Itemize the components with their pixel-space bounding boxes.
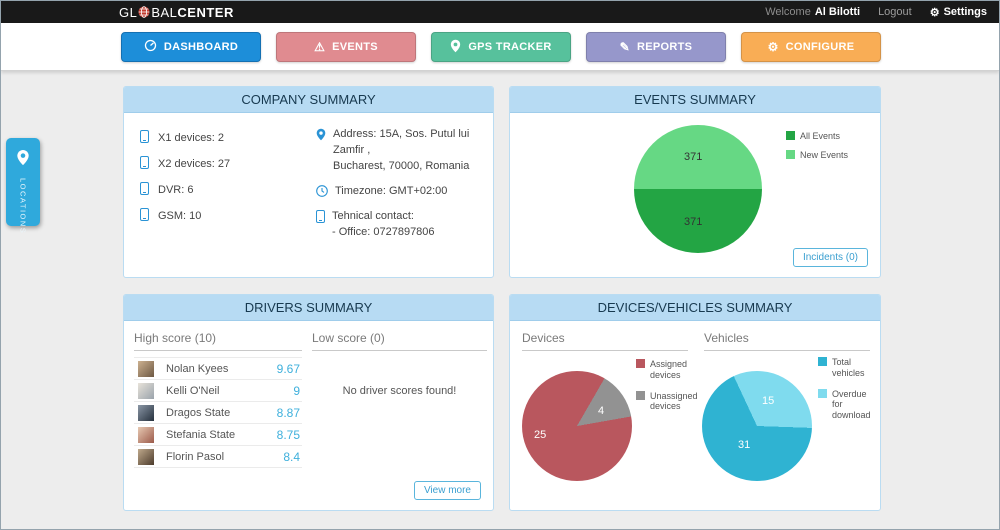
driver-row[interactable]: Nolan Kyees 9.67 <box>134 358 302 380</box>
locations-side-tab[interactable]: LOCATIONS <box>6 138 40 234</box>
vehicles-sub-label: Vehicles <box>704 331 870 351</box>
all-events-value: 371 <box>684 216 703 228</box>
overdue-swatch <box>818 388 827 398</box>
driver-avatar <box>138 448 154 465</box>
events-summary-title: EVENTS SUMMARY <box>510 87 880 113</box>
contact-text: Tehnical contact: - Office: 0727897806 <box>332 209 435 238</box>
mobile-icon <box>316 209 325 241</box>
timezone-text: Timezone: GMT+02:00 <box>335 184 448 197</box>
company-summary-title: COMPANY SUMMARY <box>124 87 493 113</box>
unassigned-swatch <box>636 390 645 400</box>
incidents-button[interactable]: Incidents (0) <box>792 248 868 267</box>
driver-avatar <box>138 360 154 377</box>
map-pin-icon <box>450 39 461 55</box>
assigned-devices-value: 25 <box>534 429 547 441</box>
user-name: Al Bilotti <box>814 6 861 18</box>
devices-vehicles-summary-panel: DEVICES/VEHICLES SUMMARY Devices Vehicle… <box>509 294 881 511</box>
logo-text-center: CENTER <box>177 4 234 20</box>
events-summary-panel: EVENTS SUMMARY 371 371 All Events New Ev… <box>509 86 881 278</box>
legend-item-unassigned: Unassigned devices <box>636 390 698 413</box>
unassigned-devices-value: 4 <box>598 405 605 417</box>
company-summary-panel: COMPANY SUMMARY X1 devices: 2 X2 devices… <box>123 86 494 278</box>
legend-item-overdue: Overdue for download <box>818 388 876 421</box>
main-nav: DASHBOARD ⚠ EVENTS GPS TRACKER ✎ REPORTS… <box>1 23 999 71</box>
company-contact-info: Address: 15A, Sos. Putul lui Zamfir , Bu… <box>316 127 486 250</box>
view-more-button[interactable]: View more <box>413 481 481 500</box>
legend-item-new-events: New Events <box>786 149 848 161</box>
company-device-counts: X1 devices: 2 X2 devices: 27 DVR: 6 GSM:… <box>140 129 230 233</box>
device-count-item: X1 devices: 2 <box>140 129 230 146</box>
legend-item-assigned: Assigned devices <box>636 359 694 381</box>
tab-events[interactable]: ⚠ EVENTS <box>276 31 416 62</box>
tab-dashboard[interactable]: DASHBOARD <box>121 31 261 62</box>
driver-avatar <box>138 426 154 443</box>
device-icon <box>140 182 149 198</box>
device-icon <box>140 208 149 224</box>
timezone-block: Timezone: GMT+02:00 <box>316 184 486 200</box>
devices-sub-label: Devices <box>522 331 688 351</box>
devices-vehicles-title: DEVICES/VEHICLES SUMMARY <box>510 295 880 321</box>
driver-row[interactable]: Dragos State 8.87 <box>134 402 302 424</box>
settings-link[interactable]: ⚙ Settings <box>929 6 987 19</box>
device-icon <box>140 156 149 172</box>
high-score-column: High score (10) Nolan Kyees 9.67 Kelli O… <box>134 331 302 468</box>
device-count-item: DVR: 6 <box>140 181 230 198</box>
contact-block: Tehnical contact: - Office: 0727897806 <box>316 209 486 241</box>
gauge-icon <box>144 39 157 54</box>
app-logo: GL BAL CENTER <box>119 5 234 20</box>
vehicles-legend: Total vehicles Overdue for download <box>818 357 876 421</box>
events-legend: All Events New Events <box>786 131 848 161</box>
new-events-swatch <box>786 149 795 159</box>
drivers-summary-panel: DRIVERS SUMMARY High score (10) Nolan Ky… <box>123 294 494 511</box>
low-score-column: Low score (0) No driver scores found! <box>312 331 487 397</box>
pencil-icon: ✎ <box>619 39 631 54</box>
driver-avatar <box>138 404 154 421</box>
high-score-header: High score (10) <box>134 331 302 351</box>
globe-icon <box>138 6 150 18</box>
topbar-right: Welcome Al Bilotti Logout ⚙ Settings <box>765 6 987 19</box>
devices-legend: Assigned devices Unassigned devices <box>636 359 698 413</box>
pin-icon <box>316 128 326 175</box>
dashboard-content: LOCATIONS COMPANY SUMMARY X1 devices: 2 … <box>1 71 999 529</box>
device-count-item: X2 devices: 27 <box>140 155 230 172</box>
events-pie-chart: 371 371 <box>634 125 762 253</box>
overdue-vehicles-value: 15 <box>762 395 775 407</box>
warning-icon: ⚠ <box>314 39 326 54</box>
locations-tab-label: LOCATIONS <box>18 178 28 235</box>
legend-item-all-events: All Events <box>786 131 848 142</box>
driver-row[interactable]: Kelli O'Neil 9 <box>134 380 302 402</box>
welcome-text: Welcome Al Bilotti <box>765 6 861 18</box>
no-scores-message: No driver scores found! <box>342 385 457 397</box>
tab-reports[interactable]: ✎ REPORTS <box>586 31 726 62</box>
assigned-swatch <box>636 359 645 368</box>
location-pin-icon <box>16 149 30 171</box>
driver-row[interactable]: Florin Pasol 8.4 <box>134 446 302 468</box>
new-events-value: 371 <box>684 151 703 163</box>
tab-gps-tracker[interactable]: GPS TRACKER <box>431 31 571 62</box>
devices-pie-chart: 25 4 <box>522 371 632 481</box>
vehicles-pie-chart: 15 31 <box>702 371 812 481</box>
device-count-item: GSM: 10 <box>140 207 230 224</box>
wrench-icon: ⚙ <box>767 39 779 54</box>
driver-row[interactable]: Stefania State 8.75 <box>134 424 302 446</box>
logo-text-bal: BAL <box>151 4 178 20</box>
tab-configure[interactable]: ⚙ CONFIGURE <box>741 31 881 62</box>
high-score-table: Nolan Kyees 9.67 Kelli O'Neil 9 Dragos S… <box>134 357 302 468</box>
total-vehicles-value: 31 <box>738 439 751 451</box>
address-block: Address: 15A, Sos. Putul lui Zamfir , Bu… <box>316 127 486 175</box>
drivers-summary-title: DRIVERS SUMMARY <box>124 295 493 321</box>
clock-icon <box>316 184 328 200</box>
total-vehicles-swatch <box>818 357 827 366</box>
device-icon <box>140 130 149 146</box>
low-score-header: Low score (0) <box>312 331 487 351</box>
driver-avatar <box>138 382 154 399</box>
all-events-swatch <box>786 131 795 140</box>
topbar: GL BAL CENTER Welcome Al Bilotti Logout ⚙ … <box>1 1 999 23</box>
legend-item-total-vehicles: Total vehicles <box>818 357 876 379</box>
logo-text-gl: GL <box>119 4 138 20</box>
logout-link[interactable]: Logout <box>878 6 912 18</box>
address-text: Address: 15A, Sos. Putul lui Zamfir , Bu… <box>333 128 470 172</box>
gear-icon: ⚙ <box>929 6 940 19</box>
